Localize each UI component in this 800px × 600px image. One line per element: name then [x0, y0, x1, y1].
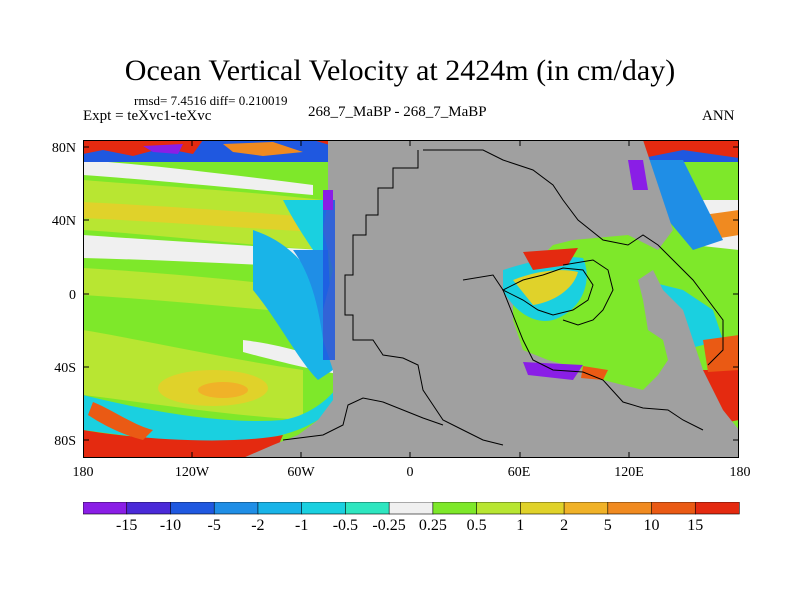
- lat-tick-40n: 40N: [51, 214, 76, 229]
- colorbar-cell: [651, 502, 696, 515]
- field-indian-orange: [581, 366, 608, 380]
- colorbar-label: -2: [251, 517, 265, 534]
- lon-tick-120e: 120E: [614, 465, 644, 480]
- coastlines: [282, 149, 724, 446]
- colorbar-cells: [83, 502, 740, 515]
- colorbar-cell: [432, 502, 478, 515]
- field-north-pacific-teal: [283, 200, 328, 250]
- season-label: ANN: [702, 108, 735, 124]
- lon-tick-60e: 60E: [507, 465, 531, 480]
- colorbar-label: -0.5: [332, 517, 359, 534]
- colorbar-cell: [563, 502, 609, 515]
- coastline-americas: [344, 150, 504, 446]
- colorbar-cell: [126, 502, 172, 515]
- field-west-coast-blue: [323, 200, 335, 360]
- map-frame: [83, 140, 739, 458]
- field-band-north-white: [83, 160, 313, 195]
- lon-tick-180e: 180: [729, 465, 751, 480]
- coastline-antarctic-west: [282, 397, 444, 441]
- lat-tick-0: 0: [69, 288, 76, 303]
- lon-tick-180w: 180: [72, 465, 94, 480]
- field-indian-purple: [523, 362, 583, 380]
- colorbar-label: 1: [516, 517, 525, 534]
- colorbar-cell: [607, 502, 653, 515]
- map-ticks: [83, 140, 739, 458]
- field-east-blue-streak: [643, 160, 723, 250]
- colorbar-cell: [257, 502, 303, 515]
- field-west-coast-purple: [323, 190, 333, 210]
- coastline-arabia: [562, 259, 614, 326]
- coastline-africa-asia: [462, 274, 704, 431]
- colorbar-cell: [301, 502, 346, 515]
- colorbar: [83, 502, 740, 515]
- field-southern-arc-teal: [83, 380, 348, 442]
- lat-tick-40s: 40S: [54, 361, 76, 376]
- field-arctic-purple: [143, 144, 183, 154]
- lat-tick-80n: 80N: [51, 141, 76, 156]
- lon-tick-0: 0: [406, 465, 414, 480]
- lon-tick-60w: 60W: [287, 465, 315, 480]
- lat-tick-80s: 80S: [54, 434, 76, 449]
- field-east-pacific-cyan: [253, 230, 333, 380]
- colorbar-label: 0.5: [466, 517, 487, 534]
- colorbar-cell: [170, 502, 215, 515]
- coastline-eurasia: [423, 149, 724, 366]
- field-arctic-red-west: [83, 140, 203, 156]
- lon-tick-120w: 120W: [174, 465, 210, 480]
- field-arctic-orange: [223, 142, 303, 156]
- colorbar-label: -5: [207, 517, 221, 534]
- colorbar-cell: [694, 502, 740, 515]
- field-band-north-yellow: [83, 202, 318, 232]
- colorbar-label: -1: [295, 517, 309, 534]
- field-southern-orange: [88, 402, 153, 440]
- colorbar-label: 15: [687, 517, 704, 534]
- colorbar-label: 2: [560, 517, 569, 534]
- field-northeast-purple: [628, 160, 648, 190]
- colorbar-label: 5: [603, 517, 612, 534]
- map-title: Ocean Vertical Velocity at 2424m (in cm/…: [124, 54, 676, 87]
- colorbar-label: -0.25: [372, 517, 406, 534]
- colorbar-label: 10: [643, 517, 660, 534]
- colorbar-label: -15: [116, 517, 138, 534]
- colorbar-cell: [83, 502, 128, 515]
- experiment-label: Expt = teXvc1-teXvc: [83, 108, 212, 124]
- stats-text: rmsd= 7.4516 diff= 0.210019: [134, 93, 288, 108]
- colorbar-cell: [388, 502, 434, 515]
- land-mass: [243, 140, 739, 458]
- field-patch-south-orange: [198, 382, 248, 398]
- colorbar-cell: [345, 502, 390, 515]
- colorbar-cell: [520, 502, 565, 515]
- colorbar-label: 0.25: [418, 517, 447, 534]
- case-label: 268_7_MaBP - 268_7_MaBP: [308, 104, 487, 120]
- field-band-south-yellowgreen: [83, 268, 323, 315]
- coastline-indian: [501, 267, 594, 316]
- colorbar-label: -10: [159, 517, 182, 534]
- colorbar-cell: [213, 502, 259, 515]
- colorbar-cell: [476, 502, 521, 515]
- velocity-map: [83, 140, 739, 458]
- field-east-orange-low: [703, 335, 739, 372]
